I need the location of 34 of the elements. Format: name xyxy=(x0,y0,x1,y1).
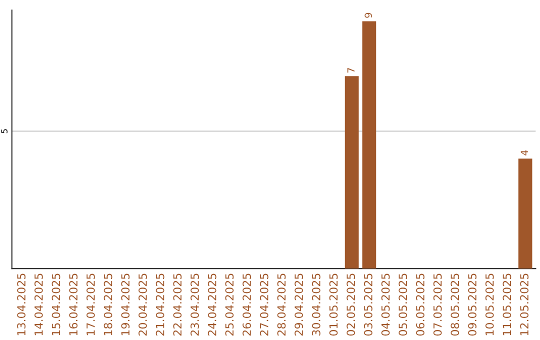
x-tick-label: 10.05.2025 xyxy=(485,274,494,336)
x-tick-label: 08.05.2025 xyxy=(450,274,460,336)
x-tick-label: 12.05.2025 xyxy=(520,274,528,336)
x-tick-label: 06.05.2025 xyxy=(416,274,424,336)
x-tick-label: 25.04.2025 xyxy=(225,274,234,336)
x-tick-label: 18.04.2025 xyxy=(104,274,112,336)
x-tick-label: 27.04.2025 xyxy=(260,274,268,336)
x-tick-label: 26.04.2025 xyxy=(242,274,251,336)
x-tick-label: 30.04.2025 xyxy=(312,274,320,336)
x-tick-label: 07.05.2025 xyxy=(433,274,442,336)
x-tick-label: 23.04.2025 xyxy=(190,274,199,336)
x-tick-label: 16.04.2025 xyxy=(69,274,78,336)
x-tick-label: 11.05.2025 xyxy=(502,274,512,336)
x-tick-label: 01.05.2025 xyxy=(329,274,338,336)
x-tick-label: 02.05.2025 xyxy=(346,274,356,336)
x-tick-label: 17.04.2025 xyxy=(86,274,95,336)
x-tick-label: 15.04.2025 xyxy=(52,274,60,336)
x-tick-label: 05.05.2025 xyxy=(398,274,408,336)
data-label: 4 xyxy=(520,150,528,156)
data-label: 9 xyxy=(364,12,372,18)
x-tick-label: 22.04.2025 xyxy=(173,274,182,336)
x-tick-label: 13.04.2025 xyxy=(17,274,26,336)
data-label: 7 xyxy=(347,68,355,73)
x-tick-label: 29.04.2025 xyxy=(294,274,304,336)
x-tick-label: 14.04.2025 xyxy=(34,274,43,336)
x-tick-label: 04.05.2025 xyxy=(381,274,390,336)
x-tick-label: 28.04.2025 xyxy=(277,274,286,336)
x-tick-label: 03.05.2025 xyxy=(364,274,372,336)
x-tick-label: 21.04.2025 xyxy=(156,274,164,336)
x-tick-label: 09.05.2025 xyxy=(468,274,476,336)
x-tick-label: 19.04.2025 xyxy=(121,274,130,336)
y-tick-label: 5 xyxy=(1,129,8,134)
x-tick-label: 20.04.2025 xyxy=(138,274,147,336)
x-tick-label: 24.04.2025 xyxy=(208,274,216,336)
